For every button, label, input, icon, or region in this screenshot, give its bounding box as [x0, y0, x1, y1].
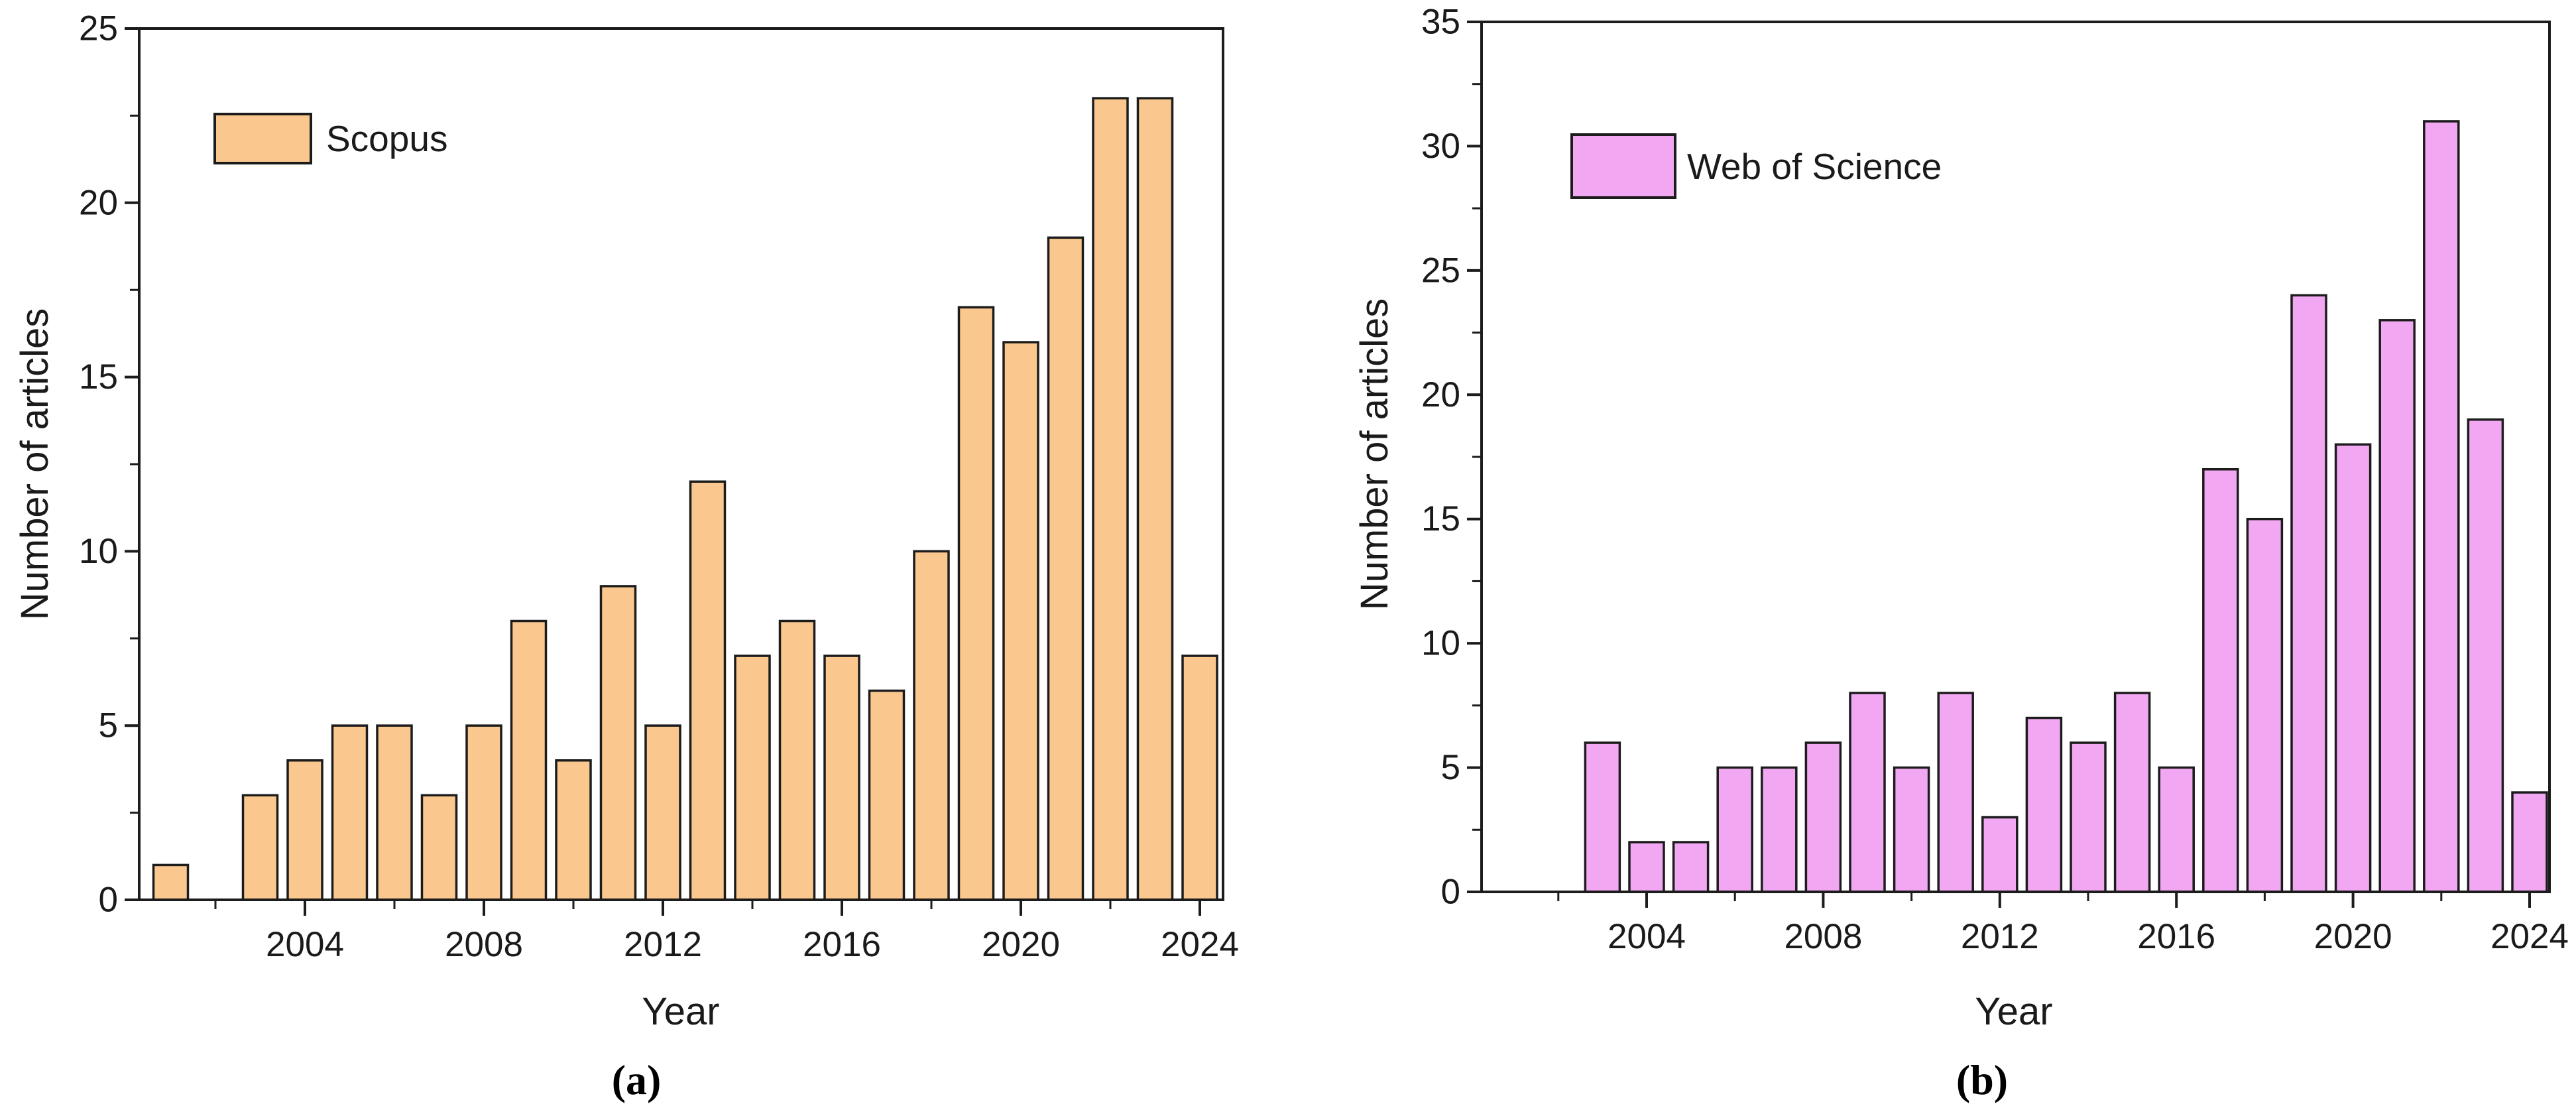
panel-b-y-axis-title: Number of articles: [1353, 298, 1396, 611]
x-tick-label: 2008: [1784, 917, 1862, 956]
panel-b-x-axis-title: Year: [1975, 990, 2052, 1033]
panel-a-chart: 0 5 10 15 20 25 2004 2008 2012 2016 2020 2024 Numbe…: [13, 9, 1239, 1104]
bar-scopus-2010: [555, 759, 592, 901]
bar-scopus-2022: [1092, 97, 1129, 901]
bar-web-of-science-2010: [1893, 766, 1930, 893]
bar-web-of-science-2012: [1981, 816, 2019, 893]
bar-scopus-2014: [734, 654, 771, 901]
bar-scopus-2013: [689, 480, 727, 901]
bar-web-of-science-2003: [1584, 741, 1621, 893]
y-tick-label: 0: [1441, 873, 1460, 912]
x-tick-label: 2004: [266, 925, 344, 964]
y-tick-label: 5: [99, 706, 118, 745]
panel-a-x-axis-title: Year: [642, 990, 719, 1033]
bar-scopus-2012: [644, 724, 681, 901]
panel-b-chart: 0 5 10 15 20 25 30 35 2004 2008 2012 2016 2020 2024 N…: [1353, 3, 2569, 1104]
y-tick-label: 25: [79, 9, 118, 48]
y-tick-label: 5: [1441, 748, 1460, 787]
bar-scopus-2007: [420, 794, 458, 901]
y-tick-label: 15: [1421, 499, 1460, 538]
y-tick-label: 0: [99, 881, 118, 920]
y-tick-label: 10: [79, 532, 118, 571]
bar-web-of-science-2014: [2070, 741, 2107, 893]
panel-a-label: (a): [612, 1056, 662, 1103]
x-tick-label: 2016: [803, 925, 881, 964]
y-tick-label: 15: [79, 357, 118, 397]
x-tick-label: 2016: [2137, 917, 2215, 956]
bar-web-of-science-2019: [2290, 294, 2327, 893]
bar-web-of-science-2018: [2246, 517, 2284, 893]
legend-swatch: [1570, 133, 1676, 199]
bar-scopus-2021: [1047, 236, 1084, 901]
bar-web-of-science-2024: [2511, 791, 2548, 893]
bar-web-of-science-2004: [1628, 841, 1665, 893]
panel-a-legend-label: Scopus: [326, 118, 447, 159]
y-tick-label: 30: [1421, 127, 1460, 166]
y-tick-label: 25: [1421, 251, 1460, 290]
bar-scopus-2003: [241, 794, 279, 901]
bar-scopus-2005: [331, 724, 369, 901]
bar-web-of-science-2008: [1804, 741, 1842, 893]
x-tick-label: 2020: [982, 925, 1060, 964]
bar-scopus-2019: [957, 306, 995, 901]
x-tick-label: 2008: [445, 925, 523, 964]
bar-scopus-2009: [510, 619, 548, 901]
bar-scopus-2024: [1181, 654, 1218, 901]
bar-web-of-science-2009: [1849, 692, 1886, 893]
bar-scopus-2023: [1136, 97, 1174, 901]
bar-scopus-2004: [286, 759, 323, 901]
x-tick-label: 2012: [1961, 917, 2039, 956]
y-tick-label: 10: [1421, 624, 1460, 663]
panel-b-label: (b): [1956, 1056, 2008, 1103]
bar-web-of-science-2005: [1672, 841, 1710, 893]
bar-scopus-2011: [599, 585, 637, 901]
bar-scopus-2015: [778, 619, 816, 901]
bar-web-of-science-2021: [2378, 319, 2416, 893]
panel-b-legend-label: Web of Science: [1687, 146, 1942, 187]
y-tick-label: 20: [1421, 375, 1460, 414]
bar-scopus-2017: [868, 689, 906, 901]
bar-web-of-science-2011: [1937, 692, 1974, 893]
panel-a-plot-area: 0 5 10 15 20 25 2004 2008 2012 2016 2020 2024: [79, 9, 1239, 965]
y-tick-label: 20: [79, 183, 118, 222]
bar-scopus-2018: [913, 550, 950, 901]
bar-scopus-2016: [823, 654, 860, 901]
x-tick-label: 2012: [624, 925, 702, 964]
panel-a-y-axis-title: Number of articles: [13, 308, 56, 621]
bar-scopus-2006: [376, 724, 413, 901]
y-tick-label: 35: [1421, 3, 1460, 42]
bar-scopus-2001: [152, 863, 190, 901]
bar-web-of-science-2022: [2423, 120, 2460, 893]
x-tick-label: 2024: [2490, 917, 2569, 956]
legend-swatch: [213, 113, 312, 164]
bar-scopus-2008: [465, 724, 502, 901]
bar-web-of-science-2016: [2158, 766, 2195, 893]
bar-web-of-science-2007: [1761, 766, 1798, 893]
bar-web-of-science-2015: [2113, 692, 2151, 893]
bar-web-of-science-2023: [2467, 418, 2504, 893]
panel-a: 0 5 10 15 20 25 2004 2008 2012 2016 2020 2024 Numbe…: [13, 9, 1239, 1104]
x-tick-label: 2004: [1608, 917, 1686, 956]
bar-scopus-2020: [1002, 341, 1039, 901]
x-tick-label: 2024: [1161, 925, 1239, 964]
panel-b-plot-area: 0 5 10 15 20 25 30 35 2004 2008 2012 2016 2020 2024: [1421, 3, 2569, 957]
bar-web-of-science-2006: [1716, 766, 1753, 893]
bar-web-of-science-2013: [2025, 716, 2063, 893]
bar-web-of-science-2017: [2202, 467, 2239, 893]
panel-b: 0 5 10 15 20 25 30 35 2004 2008 2012 2016 2020 2024 N…: [1288, 0, 2576, 1116]
x-tick-label: 2020: [2314, 917, 2392, 956]
bar-web-of-science-2020: [2334, 443, 2372, 893]
